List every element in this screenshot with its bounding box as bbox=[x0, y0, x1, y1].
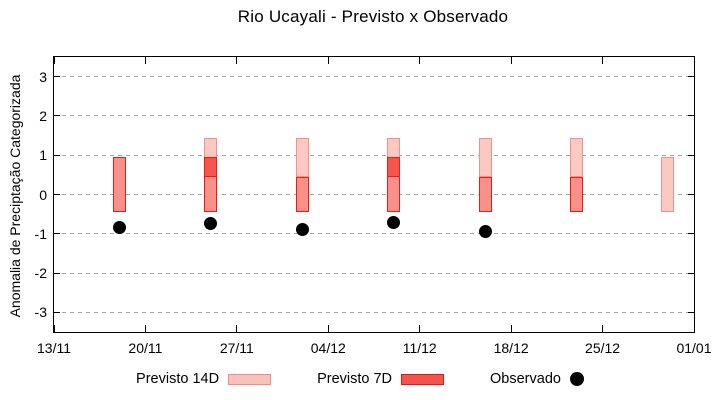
legend-item-previsto-7d: Previsto 7D bbox=[317, 371, 445, 387]
y-tick-mark bbox=[54, 115, 60, 117]
x-tick-mark bbox=[510, 325, 512, 332]
x-tick-mark bbox=[419, 325, 421, 332]
x-tick-label: 13/11 bbox=[37, 340, 71, 356]
previsto-14d-bar bbox=[478, 137, 492, 177]
x-tick-mark bbox=[327, 57, 329, 64]
x-tick-label: 01/01 bbox=[676, 340, 712, 356]
y-tick-mark bbox=[688, 194, 694, 195]
observado-point bbox=[387, 215, 401, 229]
previsto-14d-bar bbox=[295, 137, 309, 177]
y-tick-label: 3 bbox=[39, 68, 47, 85]
previsto-7d-bar bbox=[295, 176, 309, 213]
x-tick-mark bbox=[53, 325, 55, 332]
x-tick-mark bbox=[602, 57, 604, 64]
x-tick-label: 25/12 bbox=[585, 340, 621, 356]
legend-label-previsto-14d: Previsto 14D bbox=[136, 371, 220, 387]
previsto-14d-bar bbox=[661, 157, 675, 213]
y-tick-mark bbox=[688, 272, 694, 274]
x-tick-label: 11/12 bbox=[402, 340, 437, 356]
x-tick-mark bbox=[53, 57, 55, 64]
chart-title: Rio Ucayali - Previsto x Observado bbox=[237, 7, 509, 26]
y-tick-mark bbox=[54, 272, 60, 274]
y-tick-mark bbox=[54, 154, 60, 156]
gridline bbox=[54, 154, 694, 156]
y-tick-label: 1 bbox=[39, 147, 47, 164]
plot-area: 3 2 1 0 -1 -2 -3 13/11 20/11 27/11 04/12 11/12 18/12… bbox=[35, 56, 712, 356]
x-tick-mark bbox=[693, 325, 695, 332]
y-tick-mark bbox=[54, 233, 60, 235]
observado-point bbox=[295, 223, 309, 237]
x-tick-mark bbox=[510, 57, 512, 64]
forecast-overlap-segment bbox=[387, 157, 401, 177]
y-tick-mark bbox=[688, 311, 694, 313]
x-tick-mark bbox=[327, 325, 329, 332]
gridline bbox=[54, 194, 694, 195]
y-tick-label: -1 bbox=[34, 225, 47, 242]
y-tick-label: 2 bbox=[39, 107, 47, 124]
x-tick-label: 18/12 bbox=[493, 340, 529, 356]
x-tick-label: 20/11 bbox=[128, 340, 163, 356]
previsto-14d-bar bbox=[569, 137, 583, 177]
x-tick-mark bbox=[144, 325, 146, 332]
legend-item-previsto-14d: Previsto 14D bbox=[136, 371, 272, 387]
y-tick-mark bbox=[54, 76, 60, 78]
previsto-7d-bar bbox=[478, 176, 492, 213]
x-tick-label: 04/12 bbox=[310, 340, 346, 356]
y-tick-mark bbox=[688, 154, 694, 156]
gridline bbox=[54, 76, 694, 78]
y-tick-mark bbox=[688, 233, 694, 235]
legend-observado-dot-icon bbox=[569, 372, 584, 386]
gridline bbox=[54, 311, 694, 313]
y-tick-mark bbox=[688, 76, 694, 78]
y-tick-label: -3 bbox=[34, 304, 47, 321]
legend-swatch-14d bbox=[228, 373, 272, 385]
legend-label-observado: Observado bbox=[490, 371, 561, 387]
observado-point bbox=[112, 221, 126, 235]
observado-point bbox=[204, 217, 218, 231]
y-tick-mark bbox=[54, 311, 60, 313]
x-tick-mark bbox=[236, 57, 238, 64]
y-tick-label: -2 bbox=[34, 265, 47, 282]
legend: Previsto 14D Previsto 7D Observado bbox=[0, 368, 720, 390]
y-tick-mark bbox=[54, 194, 60, 195]
gridline bbox=[54, 233, 694, 235]
x-tick-label: 27/11 bbox=[219, 340, 254, 356]
forecast-overlap-segment bbox=[204, 157, 218, 177]
x-tick-mark bbox=[144, 57, 146, 64]
x-tick-mark bbox=[419, 57, 421, 64]
legend-swatch-7d bbox=[401, 373, 445, 385]
previsto-7d-bar bbox=[569, 176, 583, 213]
x-tick-mark bbox=[236, 325, 238, 332]
x-tick-mark bbox=[693, 57, 695, 64]
observado-point bbox=[478, 225, 492, 239]
legend-label-previsto-7d: Previsto 7D bbox=[317, 371, 393, 387]
legend-item-observado: Observado bbox=[490, 371, 584, 387]
x-tick-mark bbox=[602, 325, 604, 332]
gridline bbox=[54, 115, 694, 117]
y-tick-label: 0 bbox=[39, 186, 47, 203]
gridline bbox=[54, 272, 694, 274]
y-tick-mark bbox=[688, 115, 694, 117]
previsto-7d-bar bbox=[112, 157, 126, 213]
